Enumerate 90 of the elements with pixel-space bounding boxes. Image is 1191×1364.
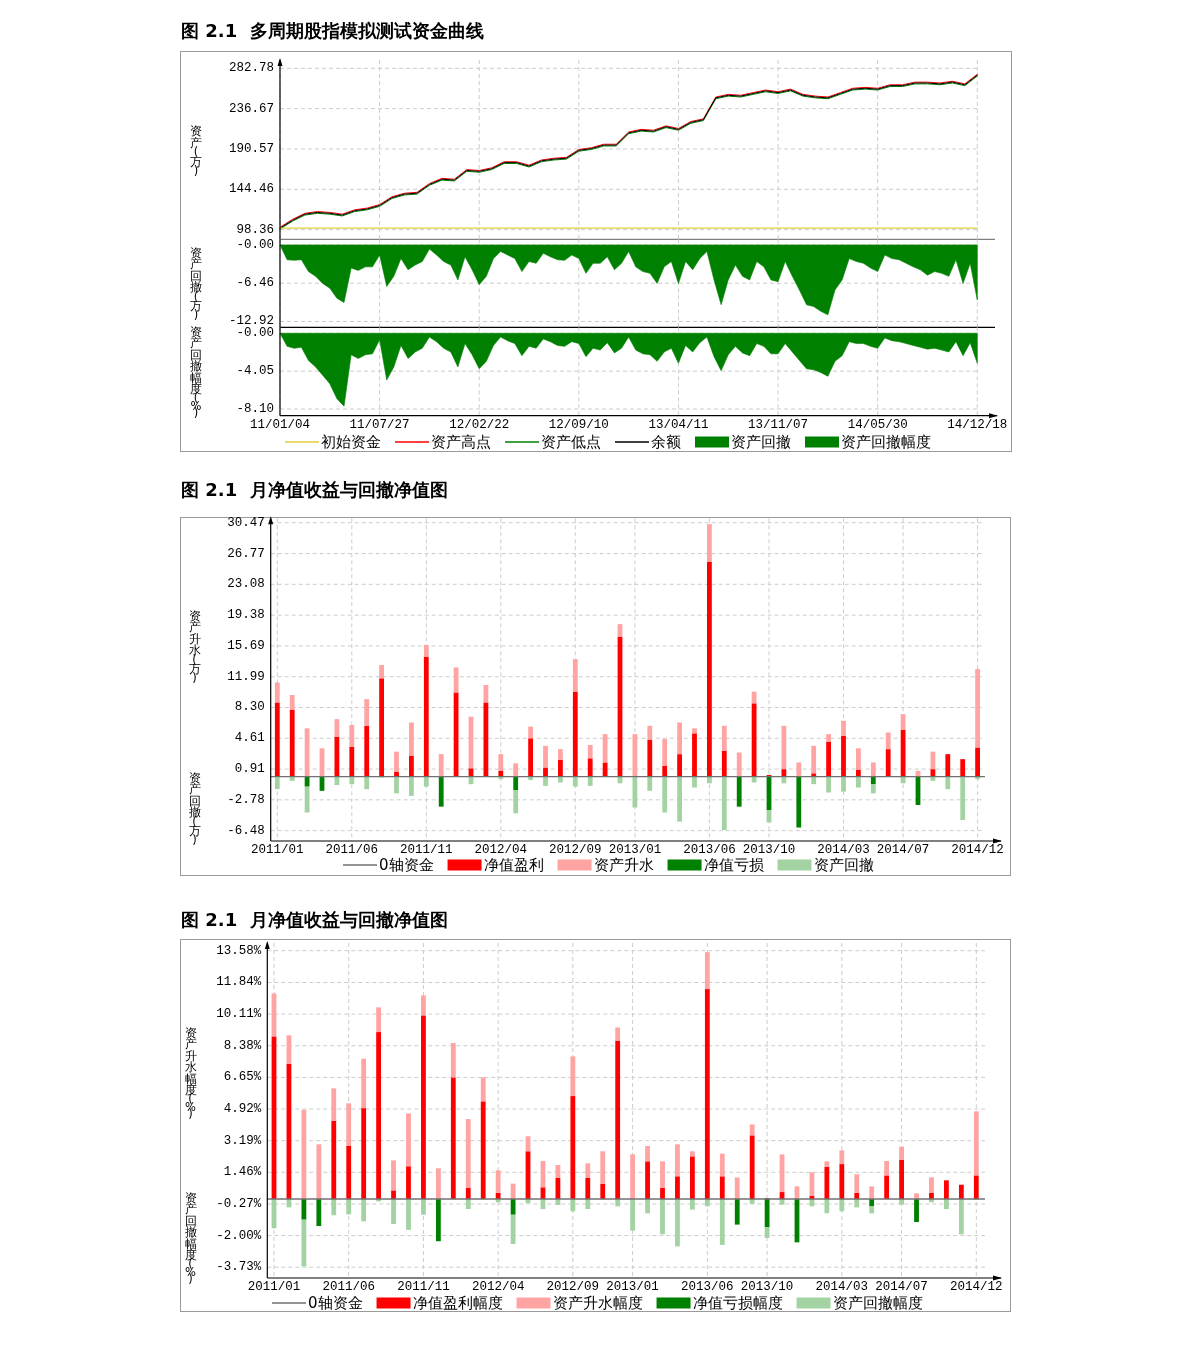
x-tick-label: 2013/10	[742, 843, 796, 857]
x-tick-label: 2011/11	[400, 843, 453, 857]
y-tick-label: 10.11%	[216, 1007, 262, 1022]
y-tick-label: 8.30	[234, 700, 265, 715]
y-tick-label: -2.00%	[216, 1228, 262, 1243]
y-tick-label: 15.69	[227, 638, 265, 653]
x-tick-label: 12/02/22	[449, 417, 510, 432]
x-tick-label: 13/11/07	[748, 417, 809, 432]
x-tick-label: 12/09/10	[548, 417, 609, 432]
x-tick-label: 2012/04	[474, 843, 528, 857]
y-axis-title: 资产回撤(万)	[190, 245, 202, 323]
y-tick-label: 11.99	[227, 669, 265, 684]
legend-label: 资产低点	[541, 433, 601, 451]
y-axis-title: 资产升水(万)	[188, 608, 201, 686]
y-tick-label: -6.48	[227, 823, 265, 838]
x-tick-label: 2013/06	[683, 843, 736, 857]
y-tick-label: 236.67	[228, 101, 274, 116]
y-tick-label: -3.73%	[216, 1260, 262, 1275]
legend-label: 净值亏损幅度	[692, 1294, 783, 1312]
x-tick-label: 2014/03	[817, 843, 870, 857]
y-tick-label: 4.61	[234, 731, 265, 746]
x-tick-label: 2013/01	[606, 1280, 659, 1294]
y-tick-label: 26.77	[227, 546, 265, 561]
y-axis-title: 资产回撤幅度(%)	[190, 324, 202, 420]
chart-title: 图 2.1 多周期股指模拟测试资金曲线	[181, 20, 484, 41]
y-tick-label: 8.38%	[223, 1038, 262, 1053]
x-tick-label: 2011/06	[322, 1280, 375, 1294]
y-tick-label: 3.19%	[223, 1133, 262, 1148]
y-tick-label: 23.08	[227, 577, 265, 592]
legend-label: 资产高点	[431, 433, 491, 451]
y-tick-label: 11.84%	[216, 975, 262, 990]
y-tick-label: 190.57	[228, 141, 274, 156]
legend-label: 资产升水	[593, 856, 654, 874]
legend-label: 资产回撤	[731, 433, 791, 451]
y-tick-label: 4.92%	[223, 1102, 262, 1117]
legend-label: 资产回撤幅度	[832, 1294, 923, 1312]
x-tick-label: 11/01/04	[249, 417, 311, 432]
x-tick-label: 2011/11	[397, 1280, 450, 1294]
legend-label: 资产回撤幅度	[841, 433, 931, 451]
legend-label: 净值盈利	[483, 856, 544, 874]
x-tick-label: 2013/06	[681, 1280, 734, 1294]
legend: 资产回撤幅度	[805, 433, 931, 451]
x-tick-label: 2013/01	[608, 843, 662, 857]
x-tick-label: 2011/01	[251, 843, 304, 857]
y-tick-label: -4.05	[236, 364, 274, 379]
legend-label: 净值盈利幅度	[412, 1294, 503, 1312]
legend-label: 初始资金	[321, 433, 381, 451]
x-tick-label: 14/12/18	[947, 417, 1008, 432]
legend: 资产回撤	[695, 433, 791, 451]
chart-title: 图 2.1 月净值收益与回撤净值图	[181, 909, 448, 930]
legend-label: 0轴资金	[308, 1294, 363, 1312]
x-tick-label: 2011/01	[247, 1280, 301, 1294]
y-axis-title: 资产(万)	[190, 124, 202, 178]
y-tick-label: -2.78	[227, 792, 265, 807]
y-tick-label: -0.27%	[216, 1196, 262, 1211]
x-tick-label: 11/07/27	[349, 417, 410, 432]
chart-title: 图 2.1 月净值收益与回撤净值图	[181, 479, 448, 500]
x-tick-label: 2012/09	[549, 843, 602, 857]
annotation: 资产回撤(万)	[188, 770, 201, 848]
x-tick-label: 13/04/11	[648, 417, 709, 432]
legend-label: 资产回撤	[813, 856, 874, 874]
y-tick-label: -0.00	[236, 326, 274, 341]
y-tick-label: 282.78	[228, 61, 274, 76]
y-tick-label: 144.46	[228, 182, 274, 197]
legend-label: 净值亏损	[703, 856, 764, 874]
y-axis-title: 资产升水幅度(%)	[184, 1025, 197, 1121]
y-tick-label: 19.38	[227, 608, 265, 623]
x-tick-label: 2014/12	[950, 1280, 1003, 1294]
y-tick-label: 6.65%	[223, 1070, 262, 1085]
y-tick-label: -8.10	[236, 401, 274, 416]
x-tick-label: 2012/09	[546, 1280, 600, 1294]
legend-label: 余额	[651, 433, 681, 451]
x-tick-label: 2014/03	[815, 1280, 869, 1294]
y-tick-label: 98.36	[236, 222, 274, 237]
y-tick-label: -6.46	[236, 276, 274, 291]
y-tick-label: 0.91	[234, 762, 265, 777]
y-tick-label: 13.58%	[216, 943, 262, 958]
x-tick-label: 2013/10	[740, 1280, 794, 1294]
legend-label: 0轴资金	[379, 856, 434, 874]
y-tick-label: 30.47	[227, 515, 265, 530]
y-tick-label: 1.46%	[223, 1165, 262, 1180]
y-tick-label: -0.00	[236, 237, 274, 252]
x-tick-label: 2012/04	[471, 1280, 525, 1294]
x-tick-label: 2014/12	[951, 843, 1004, 857]
x-tick-label: 14/05/30	[847, 417, 908, 432]
x-tick-label: 2014/07	[875, 1280, 928, 1294]
x-tick-label: 2011/06	[325, 843, 379, 857]
legend-label: 资产升水幅度	[552, 1294, 643, 1312]
annotation: 资产回撤幅度(%)	[184, 1190, 197, 1286]
x-tick-label: 2014/07	[876, 843, 930, 857]
